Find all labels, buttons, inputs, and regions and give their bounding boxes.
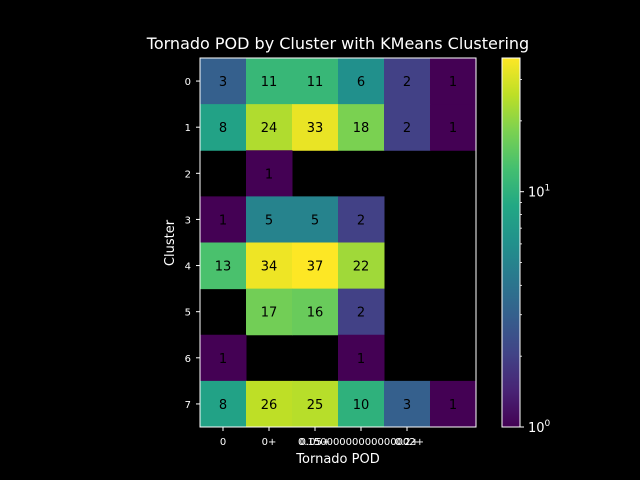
y-axis-label: Cluster [163, 219, 178, 266]
heatmap-cell [246, 380, 293, 428]
heatmap-cell [430, 58, 477, 105]
heatmap-cell [292, 242, 339, 290]
cell-value-label: 8 [219, 398, 227, 413]
cell-value-label: 2 [357, 306, 365, 321]
cell-value-label: 6 [357, 75, 365, 90]
cell-value-label: 1 [357, 352, 365, 367]
cell-value-label: 17 [261, 306, 278, 321]
cell-value-label: 3 [403, 398, 411, 413]
cell-value-label: 34 [261, 260, 278, 275]
heatmap-cell [200, 196, 247, 244]
y-tick-label: 2 [185, 169, 191, 180]
y-tick-label: 4 [185, 262, 191, 273]
heatmap-cell [338, 334, 385, 382]
heatmap-cell [384, 104, 431, 151]
cell-value-label: 1 [265, 167, 273, 182]
cell-value-label: 37 [307, 260, 324, 275]
y-tick-label: 0 [185, 77, 191, 88]
heatmap-cell [338, 242, 385, 290]
y-tick-label: 7 [185, 400, 191, 411]
cell-value-label: 18 [353, 121, 370, 136]
y-axis-ticks: 0 1 2 3 4 5 6 7 [185, 77, 200, 411]
heatmap-cell [200, 58, 247, 105]
heatmap-cell [338, 104, 385, 151]
x-tick-label: 0.15000000000000002+ [298, 437, 424, 448]
cell-value-label: 1 [449, 398, 457, 413]
heatmap-cell [246, 196, 293, 244]
y-tick-label: 5 [185, 308, 191, 319]
heatmap-cell [384, 58, 431, 105]
heatmap-cell [200, 104, 247, 151]
heatmap-cell [338, 196, 385, 244]
heatmap-cell [200, 334, 247, 382]
cell-value-label: 11 [261, 75, 278, 90]
heatmap-cell [200, 242, 247, 290]
cell-value-label: 33 [307, 121, 324, 136]
cell-value-label: 25 [307, 398, 324, 413]
cell-value-label: 13 [215, 260, 232, 275]
cell-value-label: 1 [449, 121, 457, 136]
heatmap-cell [292, 288, 339, 336]
heatmap-cell [246, 104, 293, 151]
plot-frame [199, 57, 477, 428]
cell-value-label: 1 [219, 352, 227, 367]
cell-value-label: 2 [403, 121, 411, 136]
x-tick-label: 0+ [262, 437, 277, 448]
heatmap-cell [292, 380, 339, 428]
x-tick-label: 0.05+ [300, 437, 331, 448]
y-tick-label: 1 [185, 123, 191, 134]
cell-value-label: 2 [357, 213, 365, 228]
y-tick-label: 3 [185, 215, 191, 226]
heatmap-cell [246, 288, 293, 336]
colorbar [501, 57, 521, 428]
heatmap-cell [384, 380, 431, 428]
heatmap-cell [246, 58, 293, 105]
cell-value-label: 2 [403, 75, 411, 90]
heatmap-cell [430, 104, 477, 151]
heatmap-cell [246, 242, 293, 290]
cell-value-label: 11 [307, 75, 324, 90]
heatmap-cell [430, 380, 477, 428]
heatmap-cell [200, 380, 247, 428]
heatmap-cell [292, 58, 339, 105]
cell-value-label: 24 [261, 121, 278, 136]
chart-title: Tornado POD by Cluster with KMeans Clust… [146, 34, 529, 53]
heatmap-cell [338, 380, 385, 428]
cell-value-label: 16 [307, 306, 324, 321]
x-tick-label: 0 [220, 437, 226, 448]
heatmap-cell [338, 58, 385, 105]
cell-value-label: 22 [353, 260, 370, 275]
heatmap-cell [292, 196, 339, 244]
cell-value-label: 3 [219, 75, 227, 90]
heatmap-cell [246, 150, 293, 197]
cell-value-label: 8 [219, 121, 227, 136]
cell-value-label: 5 [311, 213, 319, 228]
cell-value-label: 10 [353, 398, 370, 413]
cell-value-label: 5 [265, 213, 273, 228]
x-axis-label: Tornado POD [295, 452, 379, 467]
y-tick-label: 6 [185, 354, 191, 365]
x-tick-label: 0.2+ [395, 437, 419, 448]
heatmap-cells [200, 58, 477, 428]
x-axis-ticks: 0 0+ 0.05+0.15000000000000002+0.2+ [220, 427, 424, 448]
cell-value-label: 26 [261, 398, 278, 413]
cell-value-label: 1 [449, 75, 457, 90]
heatmap-cell [338, 288, 385, 336]
heatmap-cell [292, 104, 339, 151]
cell-value-label: 1 [219, 213, 227, 228]
